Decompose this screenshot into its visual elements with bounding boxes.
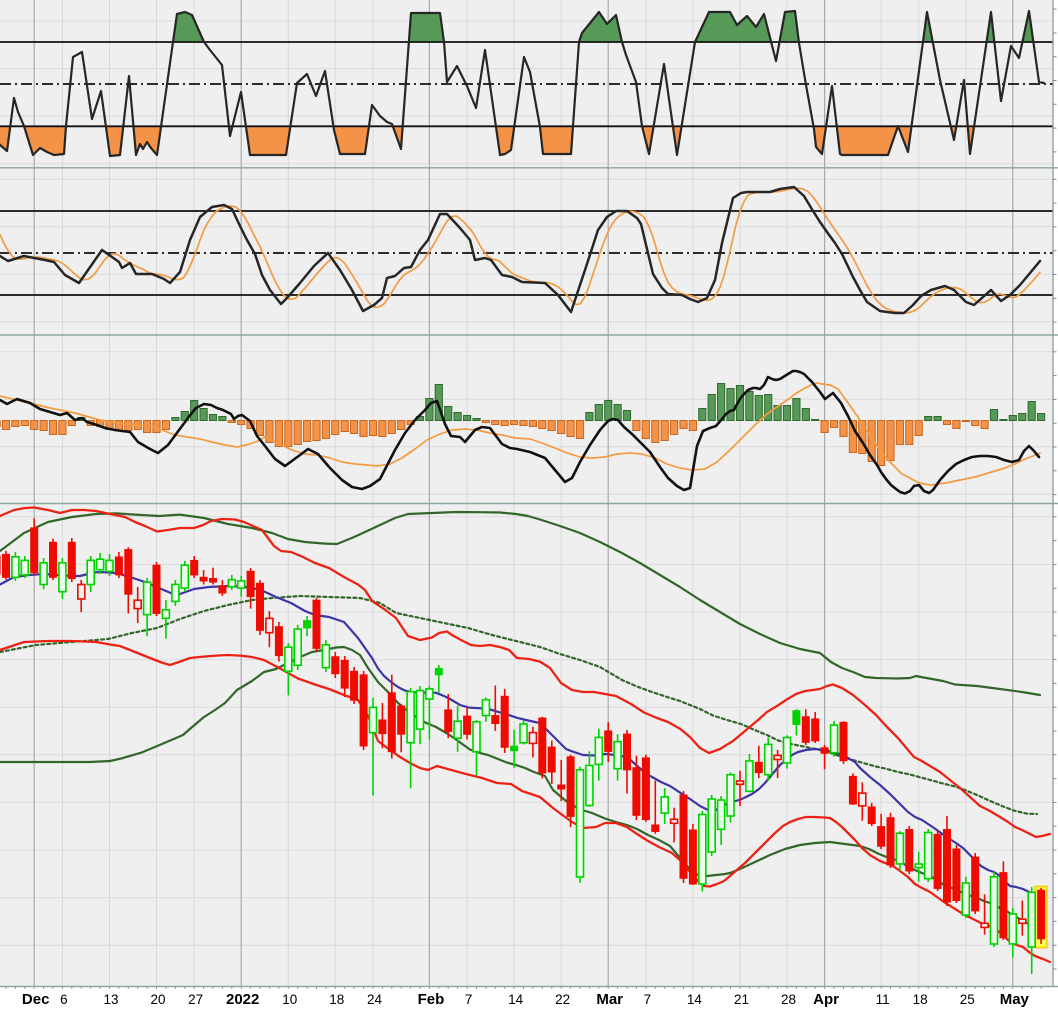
- svg-text:7: 7: [465, 992, 473, 1007]
- svg-text:22: 22: [555, 992, 570, 1007]
- svg-text:14: 14: [508, 992, 524, 1007]
- svg-text:2022: 2022: [226, 991, 259, 1008]
- svg-text:18: 18: [329, 992, 344, 1007]
- svg-text:20: 20: [150, 992, 165, 1007]
- svg-text:Mar: Mar: [596, 991, 623, 1008]
- svg-text:27: 27: [188, 992, 203, 1007]
- svg-text:6: 6: [60, 992, 68, 1007]
- svg-text:13: 13: [103, 992, 118, 1007]
- svg-text:28: 28: [781, 992, 796, 1007]
- svg-text:7: 7: [644, 992, 652, 1007]
- svg-text:18: 18: [913, 992, 928, 1007]
- svg-text:25: 25: [960, 992, 975, 1007]
- svg-text:10: 10: [282, 992, 297, 1007]
- svg-text:24: 24: [367, 992, 383, 1007]
- svg-text:14: 14: [687, 992, 703, 1007]
- svg-text:Apr: Apr: [813, 991, 839, 1008]
- svg-text:May: May: [1000, 991, 1030, 1008]
- svg-text:Dec: Dec: [22, 991, 50, 1008]
- svg-text:21: 21: [734, 992, 749, 1007]
- svg-text:11: 11: [876, 992, 890, 1007]
- svg-text:Feb: Feb: [418, 991, 445, 1008]
